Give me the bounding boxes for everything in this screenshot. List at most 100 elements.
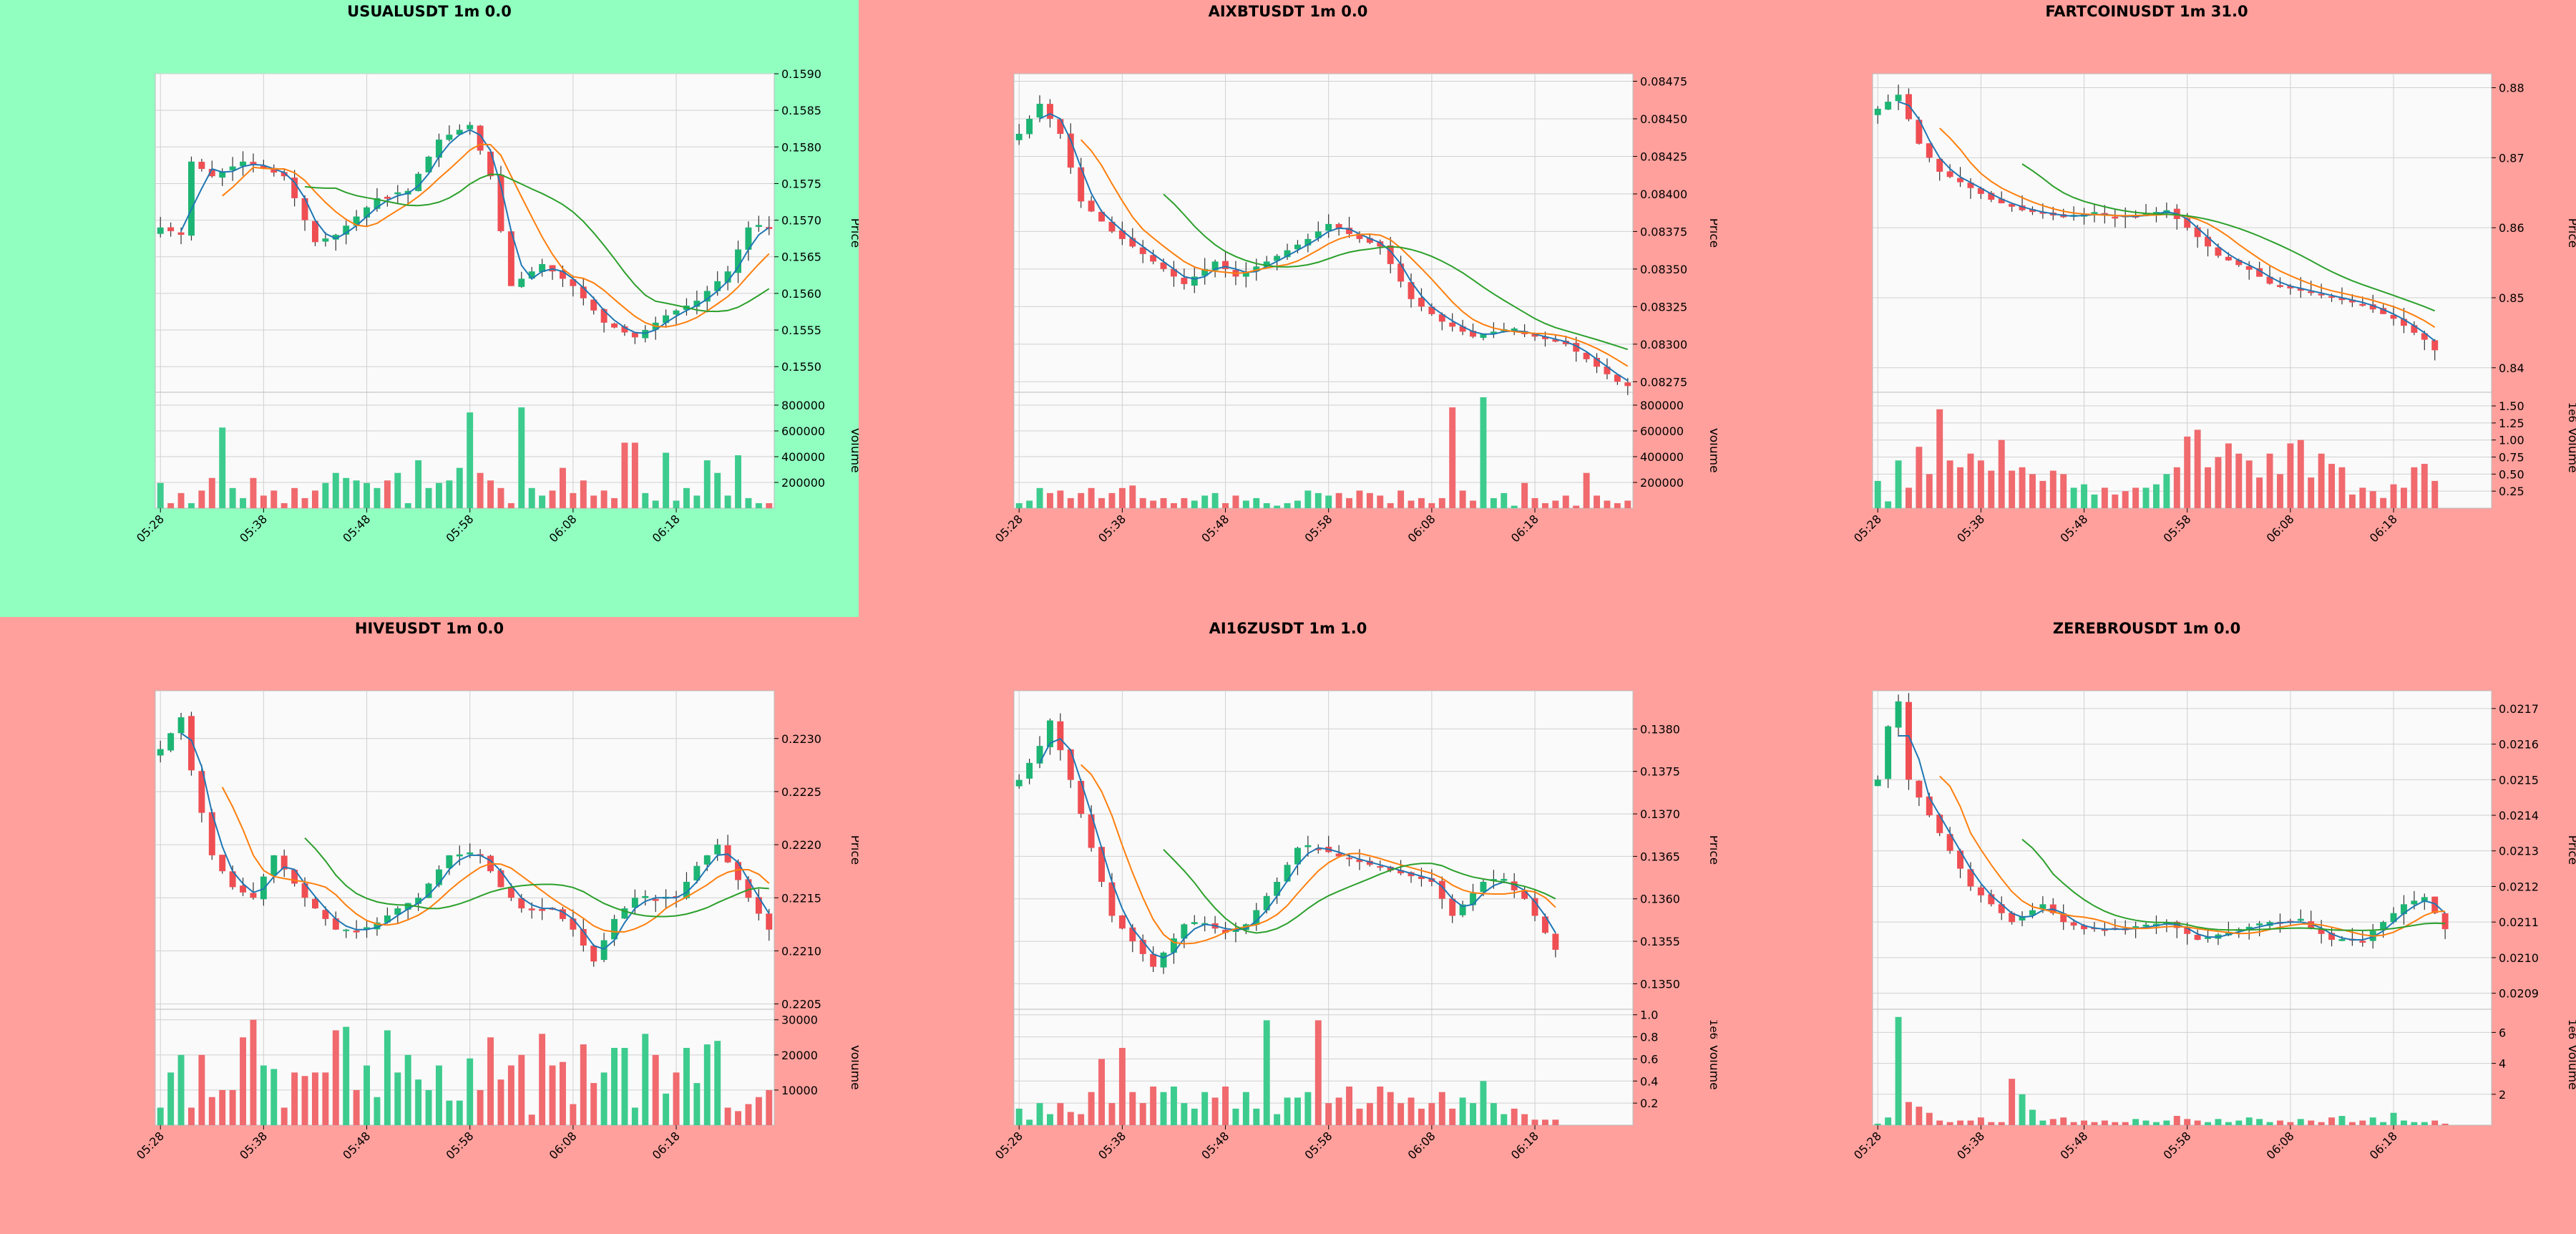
volume-bar xyxy=(1284,1097,1291,1125)
volume-tick-label: 0.25 xyxy=(2499,485,2524,498)
candle-down xyxy=(2184,218,2191,228)
volume-bar xyxy=(1078,1114,1085,1125)
candles xyxy=(157,122,773,344)
candle-down xyxy=(2184,926,2191,934)
chart-panel-usualusdt: USUALUSDT 1m 0.0 0.1590 0.1585 0.1580 0.1575… xyxy=(0,0,862,617)
candles xyxy=(1874,84,2439,361)
volume-bar xyxy=(1407,500,1415,508)
candle-down xyxy=(1998,904,2005,913)
candle-down xyxy=(2287,286,2294,288)
volume-bar xyxy=(549,1065,556,1125)
price-tick-label: 0.1375 xyxy=(1640,765,1680,779)
volume-bar xyxy=(384,1030,391,1125)
volume-bar xyxy=(2297,439,2304,508)
volume-bar xyxy=(2163,474,2170,508)
candle-up xyxy=(425,883,432,898)
time-tick-label: 05:38 xyxy=(1954,512,1987,545)
candles xyxy=(157,711,773,967)
candle-up xyxy=(394,192,401,195)
candle-down xyxy=(2328,933,2336,941)
volume-tick-label: 600000 xyxy=(1640,424,1684,438)
candle-up xyxy=(1263,261,1270,267)
volume-bar xyxy=(2215,457,2222,508)
volume-bar xyxy=(703,460,711,508)
volume-bar xyxy=(1160,497,1167,508)
chart-panel-hiveusdt: HIVEUSDT 1m 0.0 0.2230 0.2225 0.2220 0.2215 0… xyxy=(0,617,862,1234)
volume-bar xyxy=(1407,1097,1415,1125)
candle-down xyxy=(570,918,577,930)
volume-bar xyxy=(631,442,638,508)
time-tick-label: 05:38 xyxy=(237,1129,270,1162)
volume-bar xyxy=(1232,495,1239,508)
volume-tick-label: 0.6 xyxy=(1640,1052,1658,1066)
chart-panel-aixbtusdt: AIXBTUSDT 1m 0.0 0.08475 0.08450 0.08425 0.0… xyxy=(859,0,1721,617)
time-tick-label: 05:58 xyxy=(2160,1129,2193,1162)
volume-bar xyxy=(1046,1114,1053,1125)
candle-down xyxy=(1366,238,1373,243)
candle-down xyxy=(590,299,597,311)
panel-title: HIVEUSDT 1m 0.0 xyxy=(354,620,504,637)
time-tick-label: 05:28 xyxy=(992,512,1025,545)
volume-bar xyxy=(631,1107,638,1125)
candle-up xyxy=(1015,779,1023,787)
volume-bar xyxy=(1387,1092,1394,1125)
volume-bar xyxy=(2101,1120,2108,1125)
candle-down xyxy=(1346,228,1353,234)
volume-bar xyxy=(2245,1117,2253,1125)
volume-bar xyxy=(1335,492,1342,508)
volume-bar xyxy=(2359,1120,2366,1125)
price-tick-label: 0.08275 xyxy=(1640,375,1687,389)
price-axis-label: Price xyxy=(2565,835,2576,865)
volume-bar xyxy=(621,442,628,508)
volume-bar xyxy=(1274,1114,1281,1125)
volume-bar xyxy=(2380,497,2387,508)
volume-bar xyxy=(580,1044,587,1125)
volume-bar xyxy=(621,1048,628,1125)
volume-bar xyxy=(198,490,205,508)
time-tick-label: 06:18 xyxy=(1508,1129,1541,1162)
candle-up xyxy=(394,908,401,915)
price-tick-label: 0.1580 xyxy=(781,140,821,154)
price-tick-label: 0.84 xyxy=(2499,361,2524,375)
price-tick-label: 0.1365 xyxy=(1640,850,1680,863)
candle-down xyxy=(1397,870,1405,874)
volume-bar xyxy=(1098,1059,1106,1125)
candle-down xyxy=(1387,866,1394,871)
candle-up xyxy=(187,161,195,236)
volume-bar xyxy=(1232,1108,1239,1125)
time-tick-label: 06:08 xyxy=(547,1129,580,1162)
time-tick-label: 06:08 xyxy=(1405,1129,1438,1162)
candle-down xyxy=(1916,120,1923,144)
candle-down xyxy=(301,198,308,220)
candle-down xyxy=(1449,322,1456,327)
time-tick-label: 05:28 xyxy=(134,1129,167,1162)
volume-bar xyxy=(2142,487,2150,508)
candle-down xyxy=(1926,796,1933,816)
candle-up xyxy=(1253,910,1260,926)
candle-up xyxy=(1480,334,1487,338)
candle-down xyxy=(1222,929,1229,933)
candle-up xyxy=(1253,266,1260,272)
candle-down xyxy=(1377,866,1384,868)
volume-bar xyxy=(280,502,288,508)
volume-bar xyxy=(652,500,659,508)
plot-area xyxy=(1013,73,1634,509)
candle-up xyxy=(1242,271,1249,277)
candle-up xyxy=(1160,952,1167,968)
ma-slow-line xyxy=(1163,849,1556,934)
volume-bar xyxy=(1078,492,1085,508)
volume-bar xyxy=(250,477,257,508)
time-tick-label: 05:28 xyxy=(134,512,167,545)
volume-bar xyxy=(1998,1122,2005,1125)
candle-down xyxy=(198,162,205,169)
candle-down xyxy=(1098,847,1106,882)
candle-down xyxy=(208,168,215,177)
volume-bar xyxy=(1150,1087,1157,1125)
candle-down xyxy=(1936,158,1943,172)
candle-down xyxy=(1936,815,1943,833)
volume-bar xyxy=(1294,500,1301,508)
volume-bar xyxy=(1967,453,1974,508)
candle-down xyxy=(219,855,226,872)
price-tick-label: 0.08450 xyxy=(1640,112,1687,126)
candle-down xyxy=(2039,211,2046,214)
